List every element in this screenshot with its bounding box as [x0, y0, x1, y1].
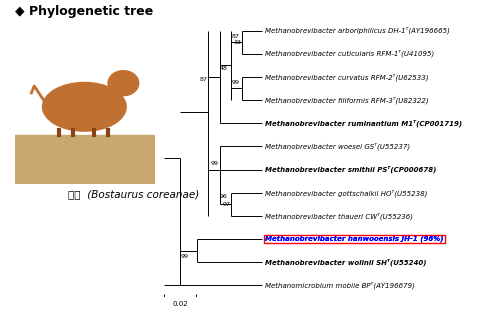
Text: Methanobrevibacter arboriphilicus DH-1ᵀ(AY196665): Methanobrevibacter arboriphilicus DH-1ᵀ(…	[265, 27, 449, 34]
Text: Methanobrevibacter cuticularis RFM-1ᵀ(U41095): Methanobrevibacter cuticularis RFM-1ᵀ(U4…	[265, 50, 434, 58]
Text: Methanobrevibacter hanwooensis JH-1 (96%): Methanobrevibacter hanwooensis JH-1 (96%…	[265, 236, 443, 242]
Text: ◆ Phylogenetic tree: ◆ Phylogenetic tree	[15, 5, 153, 18]
Text: Methanomicrobium mobile BPᵀ(AY196679): Methanomicrobium mobile BPᵀ(AY196679)	[265, 282, 414, 289]
Text: Methanobrevibacter filiformis RFM-3ᵀ(U82322): Methanobrevibacter filiformis RFM-3ᵀ(U82…	[265, 96, 428, 104]
Text: (Bostaurus coreanae): (Bostaurus coreanae)	[84, 190, 199, 200]
Ellipse shape	[108, 71, 139, 96]
Text: Methanobrevibacter woesei GSᵀ(U55237): Methanobrevibacter woesei GSᵀ(U55237)	[265, 143, 409, 150]
Ellipse shape	[42, 82, 126, 131]
Text: 99: 99	[181, 254, 189, 259]
Text: 87: 87	[231, 34, 239, 39]
Text: 48: 48	[220, 66, 227, 71]
Text: Methanobrevibacter wolinii SHᵀ(U55240): Methanobrevibacter wolinii SHᵀ(U55240)	[265, 258, 426, 266]
Text: Methanobrevibacter curvatus RFM-2ᵀ(U62533): Methanobrevibacter curvatus RFM-2ᵀ(U6253…	[265, 73, 428, 81]
Text: Methanobrevibacter ruminantium M1ᵀ(CP001719): Methanobrevibacter ruminantium M1ᵀ(CP001…	[265, 119, 462, 127]
Text: Methanobrevibacter hanwooensis JH-1 (96%): Methanobrevibacter hanwooensis JH-1 (96%…	[265, 236, 443, 242]
Text: 33: 33	[233, 40, 241, 45]
Text: 99: 99	[231, 80, 239, 85]
Text: Methanobrevibacter smithii PSᵀ(CP000678): Methanobrevibacter smithii PSᵀ(CP000678)	[265, 166, 436, 173]
Text: 0.02: 0.02	[172, 301, 187, 307]
Text: 99: 99	[210, 161, 218, 166]
Text: Methanobrevibacter thaueri CWᵀ(U55236): Methanobrevibacter thaueri CWᵀ(U55236)	[265, 212, 412, 220]
Text: 87: 87	[199, 77, 207, 82]
Text: 96: 96	[220, 194, 227, 199]
Text: 한우: 한우	[68, 190, 84, 200]
Text: 97: 97	[222, 202, 230, 207]
Text: Methanobrevibacter gottschalkii HOᵀ(U55238): Methanobrevibacter gottschalkii HOᵀ(U552…	[265, 189, 427, 197]
